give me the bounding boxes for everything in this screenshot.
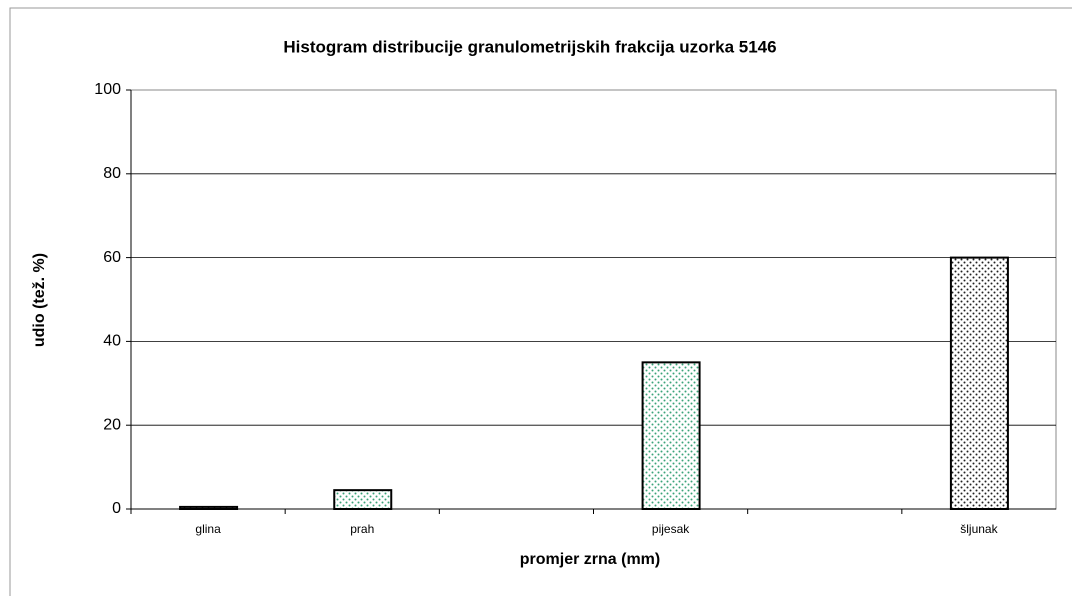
bar xyxy=(949,256,1009,510)
chart-title: Histogram distribucije granulometrijskih… xyxy=(283,37,776,56)
x-tick-label: prah xyxy=(350,522,374,536)
y-axis-title: udio (tež. %) xyxy=(31,253,48,347)
y-tick-label: 80 xyxy=(103,165,121,182)
y-tick-label: 60 xyxy=(103,249,121,266)
x-tick-label: glina xyxy=(195,522,221,536)
bar xyxy=(641,361,701,510)
x-tick-label: pijesak xyxy=(652,522,690,536)
y-tick-label: 0 xyxy=(112,500,121,517)
chart-border xyxy=(9,7,1072,596)
plot-area xyxy=(130,89,1057,510)
x-tick-label: šljunak xyxy=(960,522,998,536)
bar xyxy=(179,505,239,510)
y-tick-label: 100 xyxy=(94,81,121,98)
y-tick-label: 40 xyxy=(103,333,121,350)
x-axis-title: promjer zrna (mm) xyxy=(520,551,660,568)
y-tick-label: 20 xyxy=(103,416,121,433)
bar xyxy=(333,489,393,510)
